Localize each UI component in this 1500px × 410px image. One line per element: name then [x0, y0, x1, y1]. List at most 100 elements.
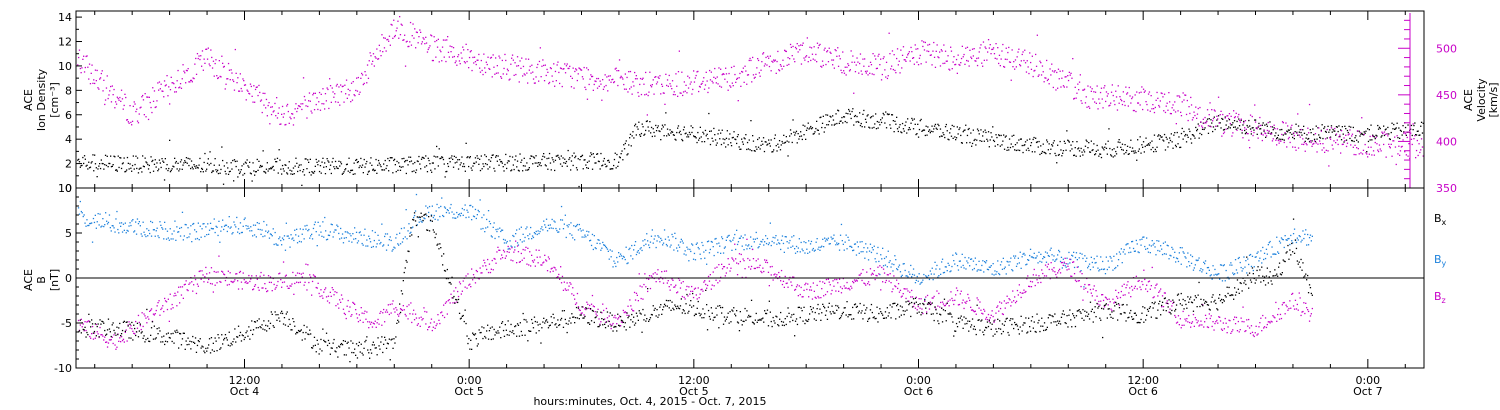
density-point: [140, 167, 142, 169]
density-point: [398, 162, 400, 164]
density-point: [109, 162, 111, 165]
bz-point: [337, 303, 339, 305]
density-point: [306, 168, 308, 170]
by-point: [1089, 269, 1092, 271]
velocity-point: [291, 113, 293, 115]
density-point: [1301, 134, 1303, 136]
velocity-point: [1050, 74, 1052, 76]
velocity-point: [622, 78, 624, 80]
by-point: [617, 261, 619, 263]
by-point: [843, 249, 845, 251]
velocity-point: [1079, 74, 1081, 76]
density-point: [130, 167, 132, 169]
density-point: [617, 165, 619, 167]
velocity-point: [1137, 102, 1140, 104]
by-point: [1292, 233, 1295, 235]
bz-point: [122, 338, 125, 340]
by-point: [631, 244, 633, 247]
velocity-point: [1044, 77, 1046, 79]
velocity-point: [144, 93, 146, 95]
density-point: [1202, 122, 1204, 124]
velocity-point: [604, 74, 606, 76]
density-point: [1325, 131, 1327, 133]
density-point: [463, 163, 465, 165]
by-point: [487, 210, 490, 212]
velocity-point: [1176, 95, 1178, 97]
velocity-point: [79, 67, 81, 70]
velocity-point: [1326, 128, 1328, 131]
by-point: [1234, 259, 1237, 261]
bz-point: [360, 307, 362, 309]
velocity-point: [340, 91, 343, 93]
by-point: [461, 207, 463, 210]
density-point: [282, 168, 284, 170]
density-point: [936, 128, 938, 130]
density-point: [1034, 151, 1036, 153]
density-point: [468, 165, 470, 168]
velocity-point: [126, 119, 129, 121]
by-point: [695, 243, 697, 245]
bz-point: [106, 341, 108, 343]
by-point: [622, 255, 624, 258]
velocity-point: [1137, 102, 1139, 104]
velocity-point: [942, 62, 944, 65]
density-point: [569, 157, 571, 159]
density-point: [723, 142, 725, 144]
by-point: [295, 234, 297, 236]
density-point: [1394, 128, 1396, 130]
velocity-point: [1094, 91, 1097, 93]
density-point: [729, 133, 731, 135]
velocity-point: [1108, 105, 1110, 107]
density-point: [1087, 147, 1089, 149]
bz-point: [263, 274, 265, 276]
density-point: [1221, 117, 1223, 120]
density-point: [161, 158, 163, 160]
by-point: [207, 223, 209, 225]
density-axis-label-line3: [cm⁻³]: [48, 82, 61, 118]
velocity-point: [1016, 56, 1018, 58]
density-point: [1262, 122, 1264, 124]
density-point: [382, 169, 384, 171]
density-point: [708, 112, 710, 115]
velocity-point: [1033, 70, 1035, 72]
velocity-point: [532, 78, 535, 80]
velocity-point: [1199, 106, 1201, 109]
density-point: [1415, 134, 1417, 136]
by-point: [752, 238, 755, 240]
by-point: [589, 240, 591, 242]
density-point: [233, 180, 235, 182]
density-point: [512, 164, 514, 166]
by-point: [624, 258, 626, 261]
velocity-point: [728, 72, 730, 75]
density-point: [121, 163, 124, 165]
by-point: [678, 246, 681, 248]
by-point: [1101, 268, 1103, 270]
bz-point: [341, 298, 344, 300]
velocity-point: [177, 69, 179, 72]
velocity-point: [328, 107, 330, 110]
velocity-point: [453, 55, 455, 58]
velocity-point: [128, 122, 130, 124]
velocity-point: [465, 43, 467, 45]
density-point: [197, 167, 199, 169]
bz-point: [111, 336, 113, 338]
velocity-point: [509, 78, 511, 80]
velocity-point: [693, 70, 695, 72]
velocity-point: [716, 76, 718, 78]
velocity-point: [661, 85, 664, 87]
density-point: [367, 171, 370, 173]
density-point: [107, 166, 109, 168]
velocity-point: [193, 77, 195, 80]
density-point: [224, 170, 226, 173]
bz-point: [373, 323, 375, 325]
velocity-point: [1395, 163, 1397, 166]
velocity-point: [773, 60, 776, 62]
by-point: [964, 256, 966, 259]
by-point: [659, 241, 661, 243]
bz-point: [227, 270, 229, 272]
by-point: [1190, 254, 1192, 256]
velocity-point: [1163, 93, 1166, 95]
velocity-point: [420, 31, 422, 33]
velocity-point: [369, 52, 371, 54]
bz-point: [231, 281, 233, 283]
